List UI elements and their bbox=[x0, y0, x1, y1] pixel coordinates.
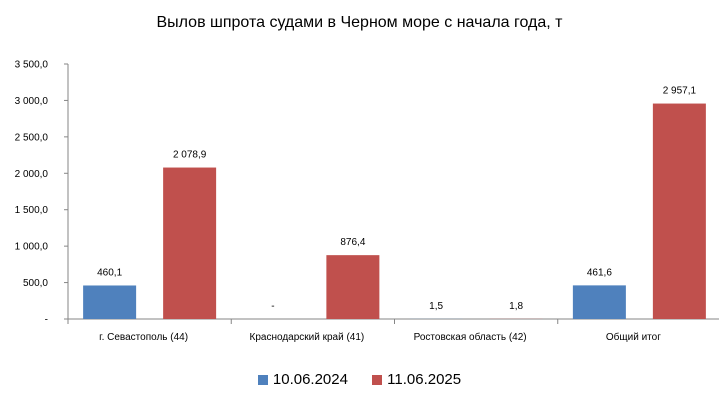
legend-swatch-series-1 bbox=[257, 374, 268, 385]
y-tick-label: 1 500,0 bbox=[15, 205, 49, 216]
legend-item-series-2: 11.06.2025 bbox=[372, 371, 461, 388]
data-label: 1,5 bbox=[429, 301, 443, 312]
data-label: 1,8 bbox=[509, 301, 523, 312]
data-label: 461,6 bbox=[587, 267, 612, 278]
bar-series-1 bbox=[572, 285, 626, 319]
x-category-label: Общий итог bbox=[606, 331, 661, 343]
chart-bars bbox=[83, 103, 706, 320]
data-label: - bbox=[271, 301, 274, 312]
chart-axes: - 500,0 1 000,0 1 500,0 2 000,0 2 500,0 3 000,… bbox=[15, 60, 719, 326]
chart-labels: г. Севастополь (44) 460,1 2 078,9 Краснодар… bbox=[97, 86, 696, 343]
legend-label-series-1: 10.06.2024 bbox=[272, 371, 348, 388]
y-tick-label: 1 000,0 bbox=[15, 242, 49, 253]
y-tick-label: 3 000,0 bbox=[15, 96, 49, 107]
bar-series-2 bbox=[652, 103, 706, 320]
legend-item-series-1: 10.06.2024 bbox=[257, 371, 348, 388]
chart-legend: 10.06.2024 11.06.2025 bbox=[0, 371, 719, 389]
x-category-label: Ростовская область (42) bbox=[414, 331, 527, 343]
y-tick-label: 3 500,0 bbox=[15, 60, 49, 71]
data-label: 2 078,9 bbox=[173, 150, 207, 161]
bar-series-1 bbox=[83, 285, 137, 319]
x-category-label: г. Севастополь (44) bbox=[99, 332, 188, 343]
data-label: 876,4 bbox=[340, 237, 365, 248]
y-tick-label: 500,0 bbox=[23, 278, 48, 289]
bar-series-2 bbox=[163, 167, 217, 319]
y-tick-label: - bbox=[45, 315, 48, 326]
y-tick-label: 2 000,0 bbox=[15, 169, 49, 180]
chart-title: Вылов шпрота судами в Черном море с нача… bbox=[156, 14, 563, 31]
x-category-label: Краснодарский край (41) bbox=[250, 332, 365, 343]
y-tick-label: 2 500,0 bbox=[15, 132, 49, 143]
legend-swatch-series-2 bbox=[372, 374, 383, 385]
data-label: 460,1 bbox=[97, 267, 122, 278]
bar-series-2 bbox=[326, 255, 380, 319]
data-label: 2 957,1 bbox=[663, 86, 697, 97]
legend-label-series-2: 11.06.2025 bbox=[387, 371, 462, 388]
